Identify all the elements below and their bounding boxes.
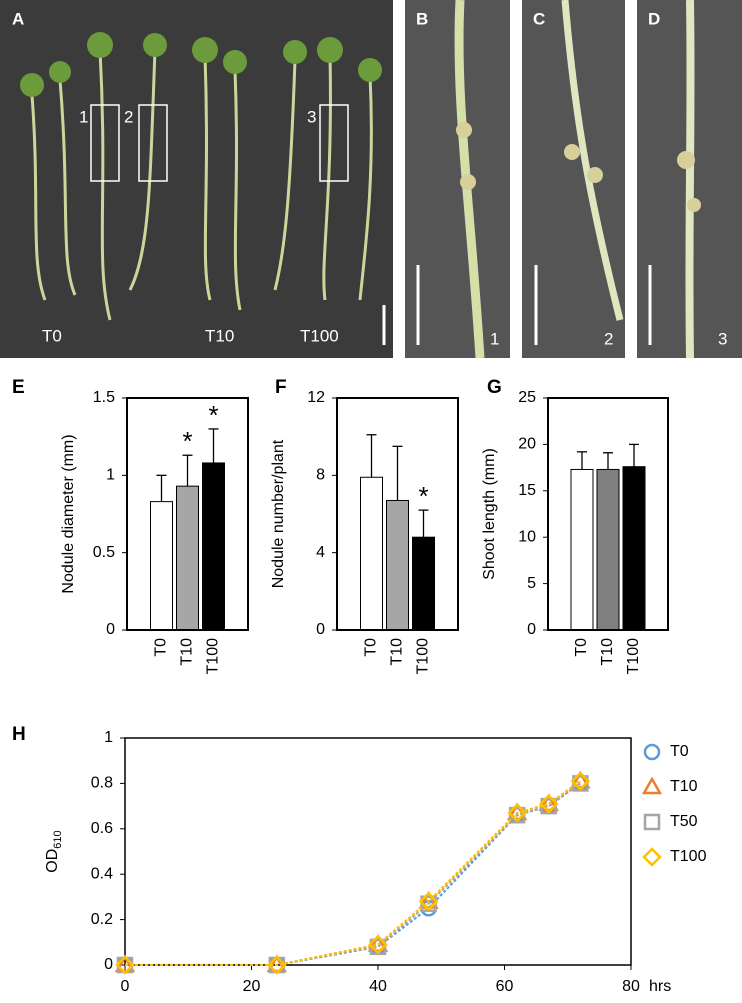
photo-c: C 2 [522,0,625,358]
marker [367,934,389,952]
group-label: T10 [205,326,234,345]
marker [507,803,527,823]
box-label: 2 [124,107,133,126]
x-tick-label: 20 [243,978,261,995]
y-tick-label: 1.5 [93,389,115,406]
x-tick-label: T10 [599,638,616,666]
y-tick-label: 15 [518,482,536,499]
plot-frame [336,397,459,631]
box-label: 3 [307,107,316,126]
marker [115,955,135,975]
legend-marker [643,743,661,761]
bar [570,468,594,631]
y-tick-label: 12 [307,389,325,406]
x-tick-label: 40 [369,978,387,995]
y-axis-label-main: OD [44,849,61,873]
y-tick-label: 1 [104,729,113,746]
plot-frame [124,737,632,966]
legend-label: T0 [670,743,689,760]
panel-label: A [12,9,24,28]
y-axis-label-sub: 610 [52,830,64,848]
photo-number: 1 [490,329,499,348]
panel-label: B [416,9,428,28]
y-tick-label: 0.6 [91,820,113,837]
y-tick-label: 0.8 [91,775,113,792]
photo-number: 2 [604,329,613,348]
significance: * [182,426,192,456]
y-tick-label: 10 [518,528,536,545]
x-tick-label: T100 [205,638,222,675]
y-tick-label: 0 [527,621,536,638]
y-axis-label: Shoot length (mm) [481,448,498,580]
y-tick-label: 1 [106,467,115,484]
photo-d: D 3 [637,0,742,359]
x-tick-label: T0 [573,638,590,657]
bar [386,499,409,631]
legend-label: T50 [670,813,698,830]
y-tick-label: 0.5 [93,544,115,561]
significance: * [418,481,428,511]
marker [539,794,559,814]
y-tick-label: 0 [106,621,115,638]
x-tick-label: T10 [179,638,196,666]
panel-label: D [648,9,660,28]
marker [570,771,591,791]
bar [412,536,435,631]
panel-label: G [487,377,502,398]
plot-frame [547,397,669,631]
legend-marker [643,813,661,831]
y-tick-label: 8 [316,467,325,484]
marker [570,770,591,789]
panel-label: F [275,377,287,398]
x-tick-label: 60 [496,978,514,995]
x-tick-label: 80 [622,978,640,995]
group-label: T100 [300,326,339,345]
y-axis-label: Nodule number/plant [270,439,287,588]
bar [360,476,383,631]
series-line [125,780,581,966]
bar [622,466,646,631]
group-label: T0 [42,326,62,345]
panel-label: E [12,377,25,398]
bar [176,485,199,631]
marker [368,934,388,955]
y-tick-label: 20 [518,436,536,453]
y-axis-label: Nodule diameter (mm) [60,434,77,593]
y-tick-label: 5 [527,575,536,592]
plot-frame [126,397,249,631]
y-tick-label: 0 [104,956,113,973]
legend-label: T100 [670,848,707,865]
panel-label: C [533,9,545,28]
x-tick-label: T100 [415,638,432,675]
marker [538,793,559,812]
x-tick-label: T10 [389,638,406,666]
bar [596,468,620,631]
bar [202,462,225,631]
y-tick-label: 0 [316,621,325,638]
panel-label: H [12,724,26,745]
marker [267,955,287,975]
y-tick-label: 0.4 [91,865,113,882]
photo-number: 3 [718,329,727,348]
y-tick-label: 4 [316,544,325,561]
photo-a: A T0 T10 T100 1 2 3 [0,0,393,358]
legend-marker [642,847,662,867]
x-tick-label: 0 [121,978,130,995]
y-axis-label: OD610 [44,830,64,872]
legend-marker [641,776,663,795]
y-tick-label: 0.2 [91,911,113,928]
x-axis-label: hrs [649,978,671,995]
x-tick-label: T0 [153,638,170,657]
y-tick-label: 25 [518,389,536,406]
legend-label: T10 [670,778,698,795]
photo-b: B 1 [405,0,510,359]
x-tick-label: T100 [625,638,642,675]
x-tick-label: T0 [363,638,380,657]
significance: * [208,400,218,430]
box-label: 1 [79,107,88,126]
bar [150,501,173,631]
marker [418,891,439,912]
